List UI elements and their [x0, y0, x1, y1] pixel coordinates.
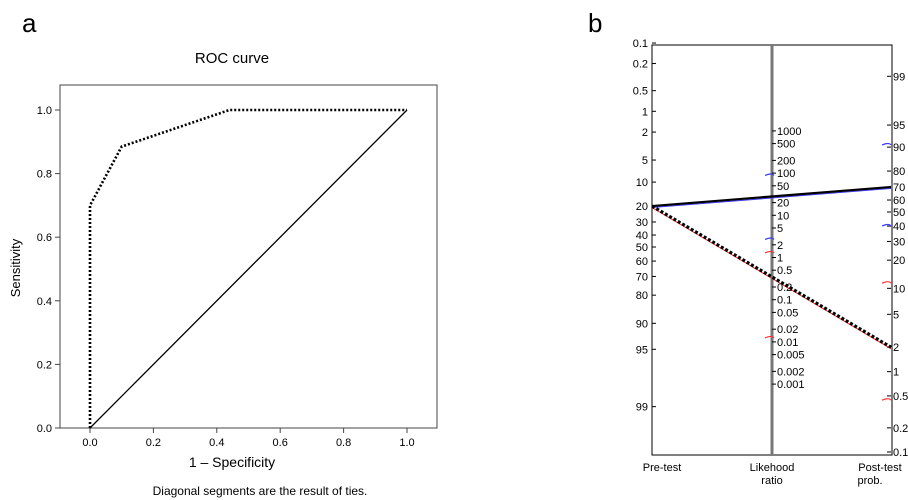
lr-tick-label: 1000 — [777, 126, 801, 138]
lr-tick-label: 200 — [777, 155, 795, 167]
pretest-tick-label: 50 — [636, 242, 648, 254]
pretest-tick-label: 2 — [642, 127, 648, 139]
negative-ci-marker — [764, 335, 775, 339]
roc-y-tick-label: 0.8 — [37, 169, 52, 181]
lr-tick-label: 0.01 — [777, 337, 798, 349]
likelihood-ratio-label-line2: ratio — [761, 475, 782, 487]
lr-tick-label: 5 — [777, 223, 783, 235]
posttest-tick-label: 95 — [893, 120, 905, 132]
posttest-tick-label: 80 — [893, 166, 905, 178]
pretest-tick-label: 99 — [636, 402, 648, 414]
pretest-tick-label: 0.1 — [633, 38, 648, 50]
positive-ci-line — [651, 187, 892, 209]
lr-tick-label: 0.5 — [777, 265, 792, 277]
roc-x-axis-label: 1 – Specificity — [189, 454, 275, 470]
pretest-tick-label: 95 — [636, 344, 648, 356]
roc-y-axis-label: Sensitivity — [8, 238, 23, 297]
posttest-tick-label: 20 — [893, 255, 905, 267]
lr-tick-label: 0.002 — [777, 366, 805, 378]
pretest-tick-label: 60 — [636, 256, 648, 268]
lr-tick-label: 0.001 — [777, 379, 805, 391]
pretest-tick-label: 70 — [636, 271, 648, 283]
positive-ci-marker — [764, 237, 775, 241]
roc-x-tick-label: 0.6 — [273, 437, 288, 449]
roc-x-tick-label: 0.0 — [82, 437, 97, 449]
negative-post-ci-marker — [881, 398, 892, 401]
posttest-tick-label: 0.5 — [893, 391, 908, 403]
pretest-tick-label: 40 — [636, 230, 648, 242]
lr-tick-label: 0.05 — [777, 307, 798, 319]
pretest-tick-label: 0.5 — [633, 86, 648, 98]
lr-tick-label: 50 — [777, 181, 789, 193]
lr-tick-label: 0.1 — [777, 295, 792, 307]
roc-y-tick-label: 0.2 — [37, 359, 52, 371]
lr-tick-label: 2 — [777, 240, 783, 252]
pretest-tick-label: 5 — [642, 155, 648, 167]
posttest-tick-label: 5 — [893, 309, 899, 321]
posttest-tick-label: 60 — [893, 195, 905, 207]
lr-tick-label: 100 — [777, 168, 795, 180]
pretest-tick-label: 90 — [636, 318, 648, 330]
posttest-tick-label: 40 — [893, 221, 905, 233]
negative-ci-marker — [764, 250, 775, 254]
lr-tick-label: 20 — [777, 198, 789, 210]
panel-a-label: a — [22, 8, 37, 38]
roc-curve-line — [88, 108, 407, 428]
lr-tick-label: 10 — [777, 210, 789, 222]
pretest-tick-label: 0.2 — [633, 59, 648, 71]
positive-post-ci-marker — [881, 223, 892, 227]
roc-y-tick-label: 1.0 — [37, 105, 52, 117]
posttest-tick-label: 0.1 — [893, 447, 908, 459]
positive-post-ci-marker — [881, 142, 892, 146]
posttest-tick-label: 90 — [893, 142, 905, 154]
roc-x-tick-label: 0.2 — [146, 437, 161, 449]
roc-y-tick-label: 0.6 — [37, 232, 52, 244]
posttest-tick-label: 1 — [893, 367, 899, 379]
posttest-axis-label-line1: Post-test — [858, 462, 901, 474]
lr-tick-label: 0.005 — [777, 350, 805, 362]
posttest-tick-label: 2 — [893, 342, 899, 354]
pretest-tick-label: 80 — [636, 290, 648, 302]
negative-lr-line — [651, 204, 892, 349]
pretest-tick-label: 20 — [636, 201, 648, 213]
roc-footnote: Diagonal segments are the result of ties… — [153, 484, 368, 498]
posttest-axis-label-line2: prob. — [857, 475, 882, 487]
posttest-tick-label: 50 — [893, 207, 905, 219]
positive-ci-marker — [764, 173, 775, 177]
lr-tick-label: 0.02 — [777, 324, 798, 336]
panel-b-label: b — [588, 8, 603, 38]
roc-plot-frame — [59, 84, 438, 429]
posttest-tick-label: 70 — [893, 182, 905, 194]
lr-tick-label: 1 — [777, 253, 783, 265]
roc-y-tick-label: 0.4 — [37, 296, 52, 308]
pretest-axis-label: Pre-test — [643, 462, 682, 474]
roc-y-tick-label: 0.0 — [37, 423, 52, 435]
posttest-tick-label: 0.2 — [893, 423, 908, 435]
lr-tick-label: 500 — [777, 139, 795, 151]
roc-title: ROC curve — [195, 50, 269, 67]
pretest-tick-label: 1 — [642, 106, 648, 118]
reference-diagonal-line — [89, 109, 408, 429]
posttest-tick-label: 10 — [893, 283, 905, 295]
posttest-tick-label: 99 — [893, 71, 905, 83]
roc-x-tick-label: 0.8 — [336, 437, 351, 449]
roc-x-tick-label: 0.4 — [209, 437, 224, 449]
pretest-tick-label: 30 — [636, 217, 648, 229]
posttest-tick-label: 30 — [893, 236, 905, 248]
roc-x-tick-label: 1.0 — [399, 437, 414, 449]
likelihood-ratio-label-line1: Likehood — [750, 462, 795, 474]
negative-post-ci-marker — [881, 281, 892, 284]
pretest-tick-label: 10 — [636, 177, 648, 189]
positive-lr-line — [651, 185, 892, 208]
